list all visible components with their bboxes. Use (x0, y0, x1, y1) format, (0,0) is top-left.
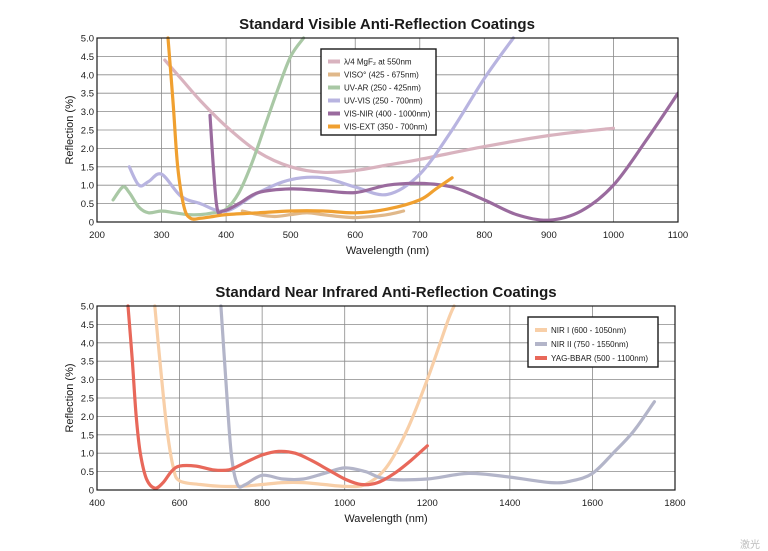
y-tick-label: 1.0 (81, 181, 94, 192)
y-tick-label: 2.5 (81, 394, 94, 405)
x-axis-label: Wavelength (nm) (344, 513, 427, 525)
plot-frame (96, 305, 676, 491)
legend-label-uv-ar-250-425nm: UV-AR (250 - 425nm) (344, 84, 421, 93)
x-tick-label: 500 (283, 230, 299, 241)
y-tick-label: 0.5 (81, 199, 94, 210)
series-line-yag-bbar-500-1100nm (126, 304, 429, 490)
x-tick-label: 400 (89, 498, 105, 509)
x-tick-label: 900 (541, 230, 557, 241)
y-tick-label: 1.5 (81, 430, 94, 441)
y-tick-label: 2.0 (81, 144, 94, 155)
legend-label-nir-i-600-1050nm: NIR I (600 - 1050nm) (551, 326, 626, 335)
legend-label-vis-nir-400-1000nm: VIS-NIR (400 - 1000nm) (344, 110, 431, 119)
chart-title: Standard Near Infrared Anti-Reflection C… (215, 284, 556, 301)
y-tick-label: 2.5 (81, 126, 94, 137)
y-tick-label: 0.5 (81, 467, 94, 478)
x-tick-label: 1800 (664, 498, 685, 509)
x-tick-label: 600 (172, 498, 188, 509)
y-tick-label: 5.0 (81, 34, 94, 45)
x-tick-label: 1600 (582, 498, 603, 509)
legend-box (320, 48, 437, 136)
y-tick-label: 3.0 (81, 107, 94, 118)
y-tick-label: 0 (89, 486, 94, 497)
x-tick-label: 600 (347, 230, 363, 241)
series-line-vis-ext-350-700nm (166, 36, 454, 221)
series-group (126, 304, 656, 490)
x-tick-label: 1000 (603, 230, 624, 241)
y-axis-label: Reflection (%) (64, 95, 76, 164)
x-tick-label: 1100 (668, 230, 688, 241)
y-tick-label: 3.5 (81, 89, 94, 100)
x-tick-label: 1200 (417, 498, 438, 509)
tick-labels: 200 300 400 500 600 700 800 900 1000 1100 0 0.5 1.0 1… (81, 34, 688, 242)
series-line-nir-ii-750-1550nm (219, 304, 656, 489)
x-tick-label: 400 (218, 230, 234, 241)
series-line-4-mgf-at-550nm (163, 58, 615, 175)
series-line-uv-ar-250-425nm (111, 36, 306, 217)
x-axis-label: Wavelength (nm) (346, 245, 429, 257)
y-tick-label: 0 (89, 218, 94, 229)
y-tick-label: 2.0 (81, 412, 94, 423)
legend: NIR I (600 - 1050nm) NIR II (750 - 1550nm… (527, 316, 659, 368)
y-tick-label: 5.0 (81, 302, 94, 313)
chart-title: Standard Visible Anti-Reflection Coating… (239, 16, 535, 33)
series-line-uv-vis-250-700nm (127, 36, 515, 213)
watermark: 激光 (740, 538, 760, 551)
x-tick-label: 800 (254, 498, 270, 509)
x-tick-label: 300 (154, 230, 170, 241)
series-line-viso-425-675nm (240, 209, 406, 220)
y-tick-label: 3.5 (81, 357, 94, 368)
legend-label-vis-ext-350-700nm: VIS-EXT (350 - 700nm) (344, 123, 428, 132)
legend-label-yag-bbar-500-1100nm: YAG-BBAR (500 - 1100nm) (551, 354, 648, 363)
legend-label-viso-425-675nm: VISO° (425 - 675nm) (344, 71, 419, 80)
y-tick-label: 4.0 (81, 338, 94, 349)
legend-label-nir-ii-750-1550nm: NIR II (750 - 1550nm) (551, 340, 629, 349)
y-tick-label: 4.0 (81, 70, 94, 81)
legend: λ/4 MgF₂ at 550nm VISO° (425 - 675nm) UV-A… (320, 48, 437, 136)
legend-box (527, 316, 659, 368)
y-tick-label: 4.5 (81, 52, 94, 63)
tick-labels: 400 600 800 1000 1200 1400 1600 1800 0 0.5 1.0 1.5 2… (81, 302, 686, 510)
y-tick-label: 3.0 (81, 375, 94, 386)
x-tick-label: 200 (89, 230, 105, 241)
y-axis-label: Reflection (%) (64, 363, 76, 432)
legend-label-4-mgf-at-550nm: λ/4 MgF₂ at 550nm (344, 58, 412, 67)
x-tick-label: 1000 (334, 498, 355, 509)
x-tick-label: 1400 (499, 498, 520, 509)
series-group (111, 36, 678, 222)
visible-ar-chart: Standard Visible Anti-Reflection Coating… (64, 16, 688, 257)
near-infrared-ar-chart: Standard Near Infrared Anti-Reflection C… (64, 284, 686, 525)
x-tick-label: 700 (412, 230, 428, 241)
plot-frame (96, 37, 679, 223)
legend-label-uv-vis-250-700nm: UV-VIS (250 - 700nm) (344, 97, 423, 106)
y-tick-label: 1.5 (81, 162, 94, 173)
y-tick-label: 4.5 (81, 320, 94, 331)
series-line-vis-nir-400-1000nm (208, 91, 678, 222)
x-tick-label: 800 (476, 230, 492, 241)
y-tick-label: 1.0 (81, 449, 94, 460)
